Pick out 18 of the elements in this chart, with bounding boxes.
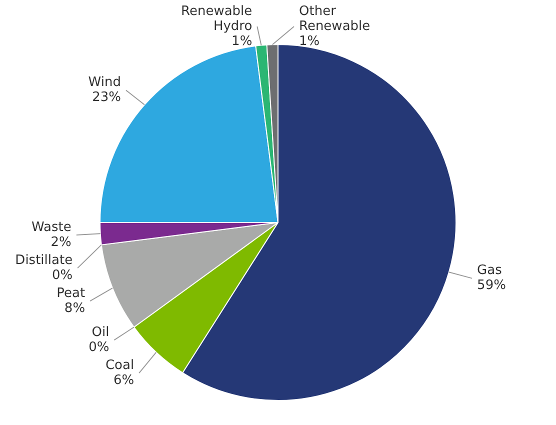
slice-label: Peat <box>56 286 86 301</box>
data-label: 1% <box>299 34 320 49</box>
slice-label: Waste <box>32 220 72 235</box>
data-label: 6% <box>113 372 134 388</box>
data-label: 2% <box>50 234 72 250</box>
text: 0% <box>88 340 110 355</box>
slice-label: Coal <box>105 358 134 373</box>
legend-label: Oil <box>92 324 110 340</box>
text: 0% <box>52 268 73 283</box>
slice-label: Wind <box>88 75 121 90</box>
slice-label: Other Renewable <box>299 4 370 34</box>
data-label: 1% <box>232 34 252 49</box>
data-label: 8% <box>64 300 86 316</box>
slice-label: Renewable Hydro <box>181 4 252 34</box>
legend-label: Distillate <box>15 252 73 268</box>
slice-label: Gas <box>477 263 502 278</box>
data-label: 23% <box>92 90 121 106</box>
data-label: 59% <box>477 278 506 294</box>
